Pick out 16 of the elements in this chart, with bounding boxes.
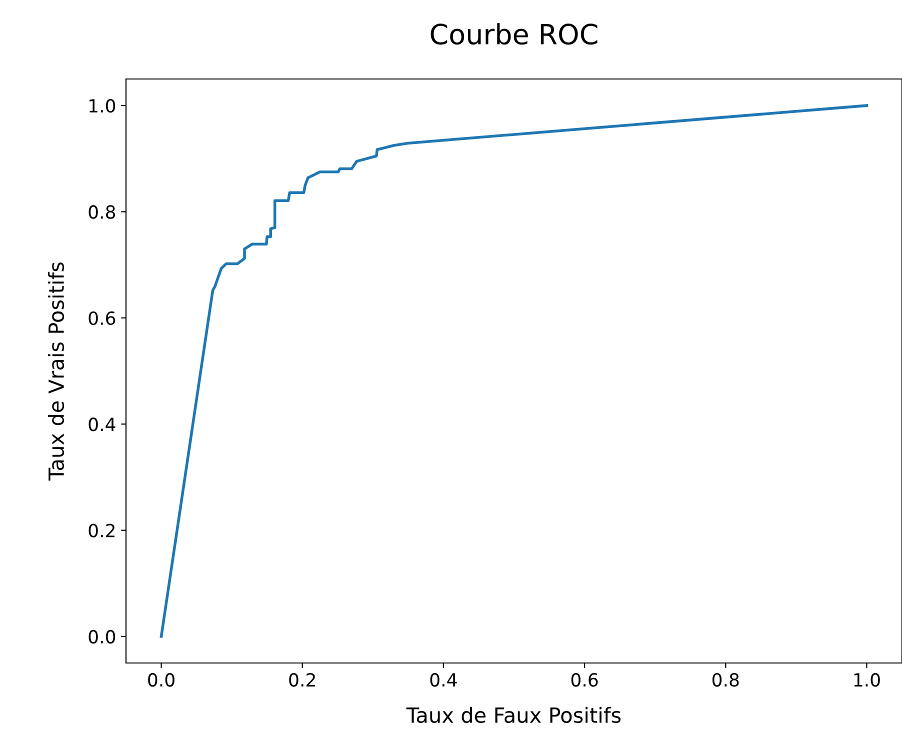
- x-tick-label: 0.6: [571, 673, 598, 687]
- y-tick-label: 0.4: [88, 418, 116, 432]
- y-tick-label: 0.2: [88, 524, 114, 538]
- x-tick-label: 1.0: [854, 673, 880, 687]
- x-tick-label: 0.4: [430, 673, 457, 687]
- y-axis-title: Taux de Vrais Positifs: [48, 262, 64, 481]
- chart-title: Courbe ROC: [430, 23, 598, 45]
- x-tick-label: 0.0: [148, 673, 174, 687]
- x-axis-title: Taux de Faux Positifs: [406, 706, 621, 723]
- line-series: [160, 104, 868, 638]
- y-tick-label: 0.6: [88, 311, 116, 326]
- y-tick-label: 1.0: [90, 99, 116, 113]
- y-tick-label: 0.8: [88, 205, 116, 219]
- x-tick-label: 0.2: [289, 673, 315, 687]
- x-tick-label: 0.8: [712, 673, 739, 687]
- y-tick-label: 0.0: [88, 630, 116, 644]
